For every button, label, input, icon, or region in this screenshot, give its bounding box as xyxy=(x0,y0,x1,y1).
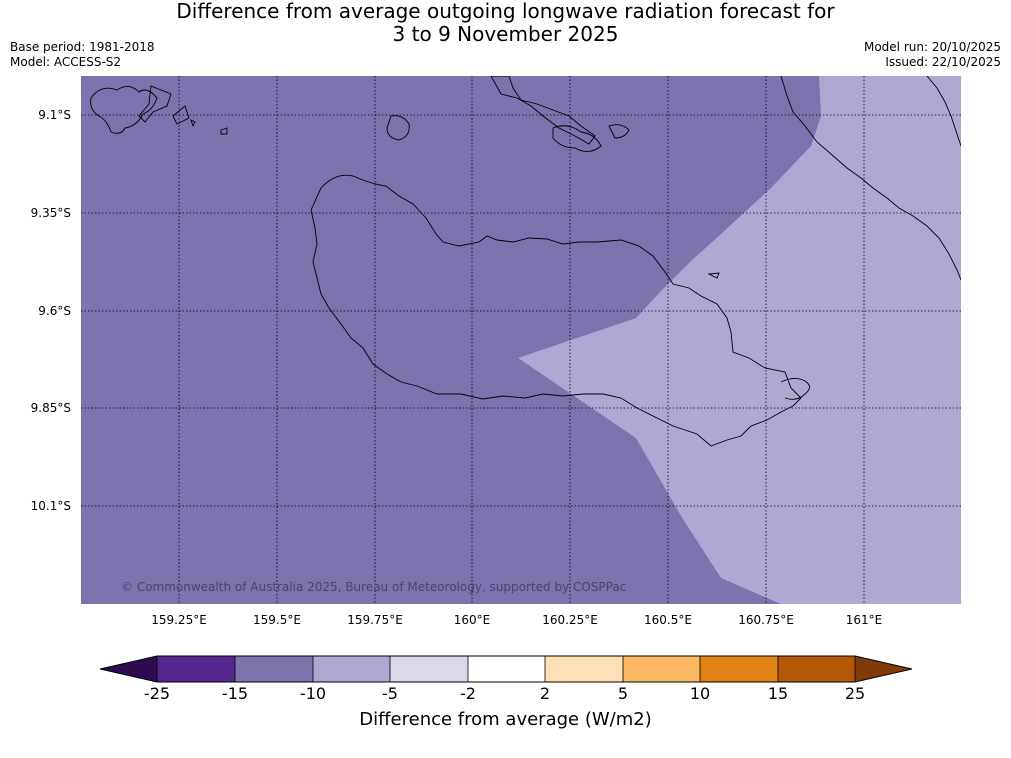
colorbar-extend-high xyxy=(855,656,912,682)
lon-label: 159.75°E xyxy=(347,613,403,627)
lat-label: 9.85°S xyxy=(30,401,71,415)
meta-right: Model run: 20/10/2025 Issued: 22/10/2025 xyxy=(864,40,1001,70)
lon-label: 159.25°E xyxy=(151,613,207,627)
lat-label: 10.1°S xyxy=(30,499,71,513)
colorbar-tick-label: 2 xyxy=(539,684,551,703)
island-cape-outline xyxy=(780,377,810,400)
colorbar-tick-label: 5 xyxy=(617,684,629,703)
colorbar-segment xyxy=(700,656,778,682)
lat-label: 9.6°S xyxy=(38,304,71,318)
model-text: Model: ACCESS-S2 xyxy=(10,55,122,69)
colorbar-segment xyxy=(157,656,235,682)
lon-label: 160°E xyxy=(453,613,491,627)
colorbar-dividers xyxy=(156,656,856,682)
lon-label: 160.5°E xyxy=(644,613,692,627)
colorbar-segment xyxy=(235,656,313,682)
colorbar-segment xyxy=(313,656,390,682)
title-line-1: Difference from average outgoing longwav… xyxy=(176,0,835,23)
islet-outline xyxy=(386,115,410,141)
graticule xyxy=(81,76,961,604)
colorbar-tick-label: -5 xyxy=(382,684,398,703)
colorbar-title: Difference from average (W/m2) xyxy=(359,709,652,730)
title-line-2: 3 to 9 November 2025 xyxy=(392,22,619,46)
colorbar-extend-low xyxy=(100,656,157,682)
colorbar-tick-label: -10 xyxy=(299,684,327,703)
colorbar-tick-label: 25 xyxy=(844,684,866,703)
island-north-2 xyxy=(552,125,602,152)
islands-north-outline xyxy=(490,76,596,145)
map-panel: © Commonwealth of Australia 2025, Bureau… xyxy=(81,76,961,604)
island-northwest-2 xyxy=(138,85,172,123)
lon-label: 160.25°E xyxy=(542,613,598,627)
lat-label: 9.1°S xyxy=(38,108,71,122)
colorbar-tick-label: 10 xyxy=(689,684,711,703)
base-period-text: Base period: 1981-2018 xyxy=(10,40,155,54)
lon-label: 161°E xyxy=(845,613,883,627)
coast-northeast-2 xyxy=(926,76,961,147)
colorbar-tick-label: -15 xyxy=(221,684,249,703)
colorbar-segment xyxy=(623,656,700,682)
islet-northwest-4 xyxy=(190,119,196,128)
lon-label: 159.5°E xyxy=(253,613,301,627)
island-north-3 xyxy=(608,124,630,139)
colorbar-tick-label: 15 xyxy=(767,684,789,703)
lat-label: 9.35°S xyxy=(30,206,71,220)
colorbar-segment xyxy=(778,656,855,682)
model-run-text: Model run: 20/10/2025 xyxy=(863,40,1001,54)
islands-northwest-outline xyxy=(90,86,158,134)
meta-left: Base period: 1981-2018 Model: ACCESS-S2 xyxy=(10,40,155,70)
colorbar-tick-label: -25 xyxy=(143,684,171,703)
copyright-text: © Commonwealth of Australia 2025, Bureau… xyxy=(121,580,627,594)
map-svg xyxy=(81,76,961,604)
colorbar-segment xyxy=(545,656,623,682)
colorbar xyxy=(100,655,912,683)
anomaly-region-minus10 xyxy=(518,76,961,604)
colorbar-segment xyxy=(468,656,545,682)
lon-label: 160.75°E xyxy=(738,613,794,627)
colorbar-segment xyxy=(390,656,468,682)
issued-text: Issued: 22/10/2025 xyxy=(885,55,1001,69)
islet-northwest-5 xyxy=(220,127,228,135)
coast-northeast-outline xyxy=(780,76,961,281)
colorbar-tick-label: -2 xyxy=(460,684,476,703)
small-rock-outline xyxy=(707,272,720,279)
island-northwest-3 xyxy=(172,105,190,125)
chart-title: Difference from average outgoing longwav… xyxy=(0,0,1011,46)
